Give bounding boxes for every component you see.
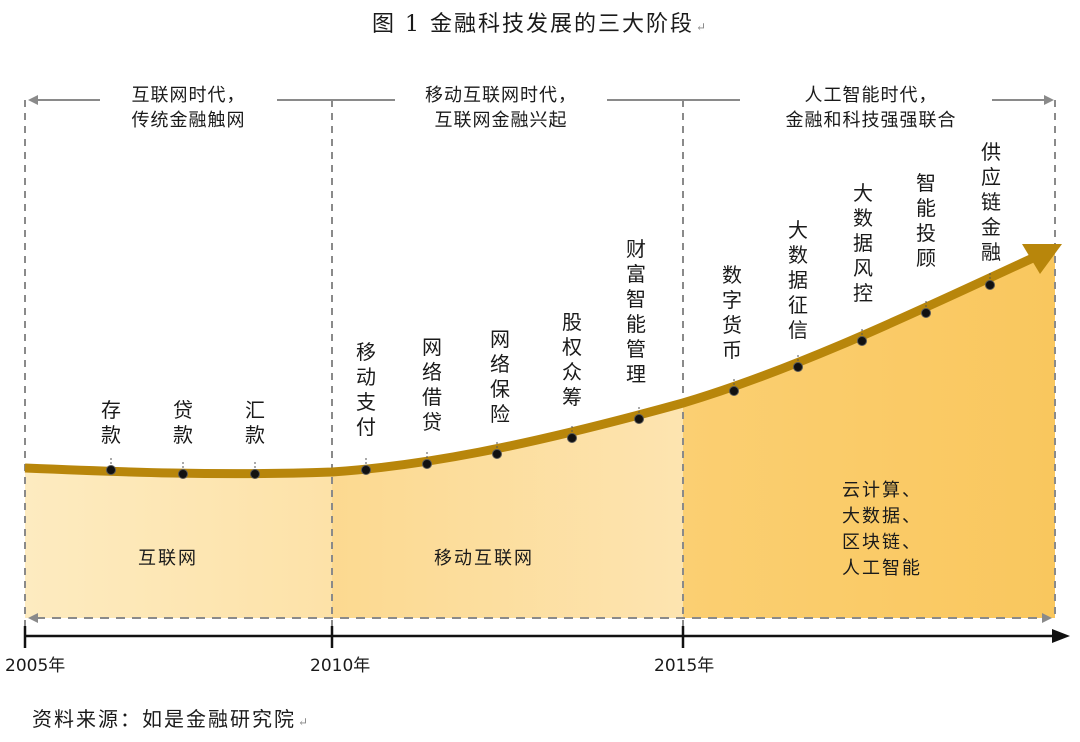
era-heading-line2: 传统金融触网: [131, 110, 246, 131]
year-label-2015: 2015年: [654, 656, 715, 676]
milestone-dot: [492, 442, 502, 459]
milestone-label-big-data-risk: 大数据风控: [853, 181, 873, 305]
milestone-dot: [857, 329, 867, 346]
era-heading-internet: 互联网时代， 传统金融触网: [100, 83, 277, 133]
milestone-label-equity-crowdfunding: 股权众筹: [562, 310, 582, 409]
zone-fill-mobile: [332, 403, 683, 618]
milestone-dot: [567, 426, 577, 443]
zone-fill-ai: [683, 245, 1055, 618]
time-axis-arrow-icon: [1052, 629, 1070, 643]
era-arrow-right-icon: [1044, 95, 1054, 105]
era-heading-line2: 金融和科技强强联合: [785, 110, 957, 131]
milestone-dot: [729, 379, 739, 396]
milestone-label-mobile-payment: 移动支付: [356, 340, 376, 439]
tech-item: 大数据、: [842, 506, 922, 527]
milestone-label-remittance: 汇款: [245, 398, 265, 447]
era-heading-ai: 人工智能时代， 金融和科技强强联合: [750, 83, 992, 133]
figure-source-text: 资料来源：如是金融研究院: [32, 707, 296, 731]
milestone-dot: [178, 462, 188, 479]
milestone-label-digital-currency: 数字货币: [722, 263, 742, 362]
zone-label-ai-technologies: 云计算、 大数据、 区块链、 人工智能: [842, 478, 922, 582]
year-label-2010: 2010年: [310, 656, 371, 676]
milestone-label-online-insurance: 网络保险: [490, 327, 510, 426]
milestone-dot: [634, 407, 644, 424]
growth-curve-arrowhead-icon: [1022, 244, 1062, 274]
tech-item: 云计算、: [842, 480, 922, 501]
milestone-label-deposit: 存款: [101, 398, 121, 447]
figure-title-text: 图 1 金融科技发展的三大阶段: [371, 12, 694, 37]
milestone-label-wealth-management: 财富智能管理: [626, 237, 646, 386]
milestone-label-supply-chain-finance: 供应链金融: [981, 140, 1001, 264]
zone-fill-internet: [25, 468, 332, 618]
era-heading-line2: 互联网金融兴起: [434, 110, 568, 131]
era-heading-line1: 移动互联网时代，: [425, 85, 577, 106]
paragraph-mark-icon: ↵: [298, 715, 311, 729]
tech-item: 人工智能: [842, 558, 922, 579]
zone-label-mobile-internet: 移动互联网: [434, 548, 534, 569]
era-heading-mobile: 移动互联网时代， 互联网金融兴起: [395, 83, 607, 133]
milestone-dot: [422, 452, 432, 469]
year-label-2005: 2005年: [5, 656, 66, 676]
figure-title: 图 1 金融科技发展的三大阶段 ↵: [0, 6, 1080, 38]
milestone-label-robo-advisor: 智能投顾: [916, 171, 936, 270]
milestone-label-loan: 贷款: [173, 398, 193, 447]
era-heading-line1: 人工智能时代，: [804, 85, 938, 106]
milestone-dot: [250, 462, 260, 479]
figure-source: 资料来源：如是金融研究院 ↵: [32, 703, 310, 732]
tech-item: 区块链、: [842, 532, 922, 553]
era-heading-line1: 互联网时代，: [131, 85, 246, 106]
span-arrow-left-icon: [28, 613, 38, 623]
paragraph-mark-icon: ↵: [695, 20, 709, 34]
era-arrow-left-icon: [28, 95, 38, 105]
milestone-label-p2p-lending: 网络借贷: [422, 335, 442, 434]
span-arrow-right-icon: [1042, 613, 1052, 623]
milestone-dot: [985, 273, 995, 290]
milestone-dot: [106, 458, 116, 475]
milestone-dot: [921, 301, 931, 318]
milestone-dot: [793, 355, 803, 372]
zone-label-internet: 互联网: [138, 548, 198, 569]
milestone-label-big-data-credit: 大数据征信: [788, 218, 808, 342]
milestone-dot: [361, 458, 371, 475]
